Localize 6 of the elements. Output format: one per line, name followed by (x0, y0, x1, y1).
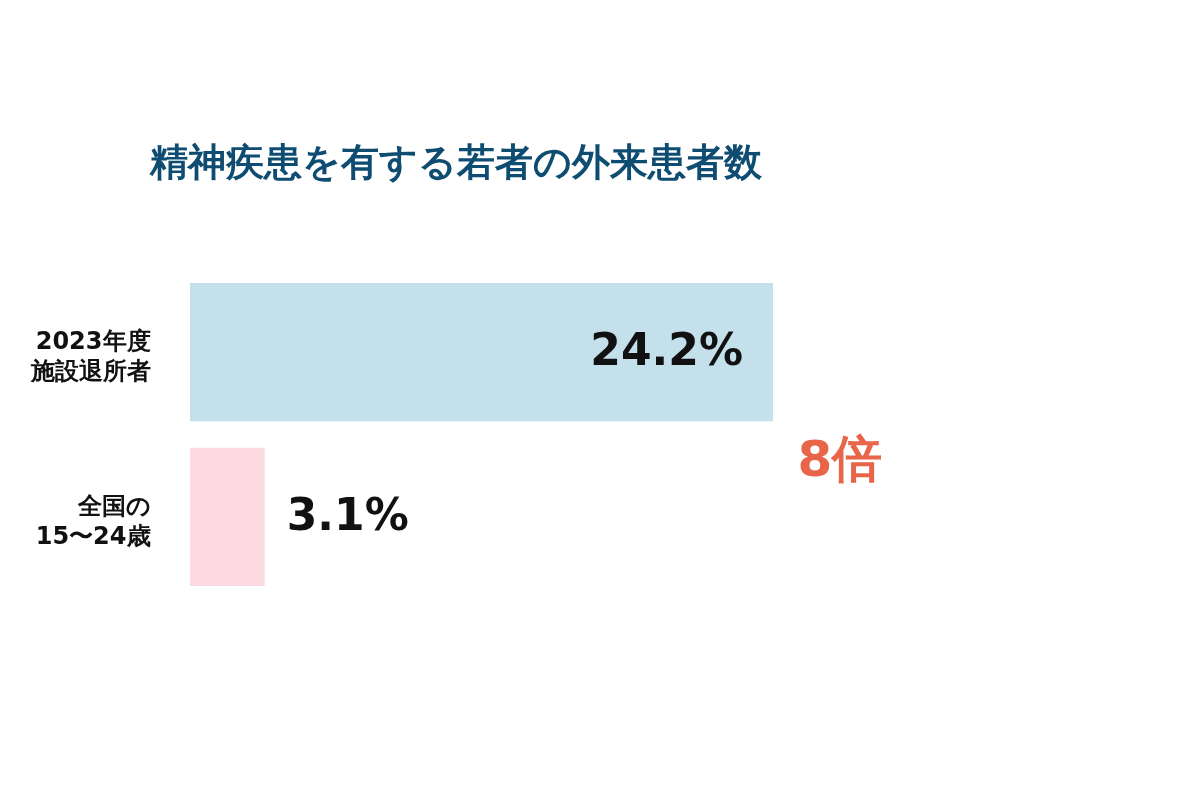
text: 8倍 (797, 430, 883, 488)
y-tick-label: 2023年度施設退所者 (29, 327, 151, 386)
y-tick-label: 全国の15〜24歳 (35, 491, 151, 550)
chart-title: 精神疾患を有する若者の外来患者数 (149, 140, 764, 184)
data-label: 24.2% (590, 324, 743, 376)
data-label: 3.1% (286, 488, 409, 540)
